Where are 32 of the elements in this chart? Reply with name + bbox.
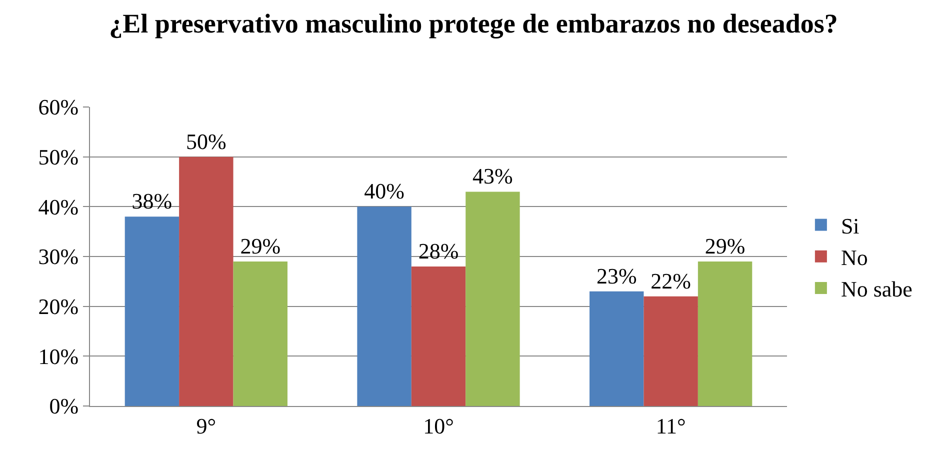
y-tick-label: 50%: [38, 144, 79, 170]
legend-label: No sabe: [840, 276, 912, 302]
bar: [233, 261, 288, 406]
y-tick-label: 20%: [38, 294, 79, 320]
data-label: 28%: [418, 238, 459, 264]
x-tick-label: 11°: [656, 413, 686, 438]
x-tick-label: 10°: [423, 413, 454, 438]
y-tick-label: 30%: [38, 244, 79, 270]
y-tick-label: 10%: [38, 344, 79, 369]
bar: [411, 266, 466, 406]
data-label: 38%: [132, 188, 172, 214]
bar: [698, 261, 752, 406]
bar: [357, 206, 412, 406]
chart-title: ¿El preservativo masculino protege de embarazos no deseados?: [109, 8, 838, 38]
bar: [644, 296, 698, 406]
data-label: 50%: [186, 128, 226, 154]
bar: [466, 192, 520, 406]
legend-label: Si: [840, 213, 860, 238]
data-label: 43%: [472, 164, 513, 189]
bar: [590, 291, 644, 406]
data-label: 29%: [704, 233, 746, 258]
bar: [124, 216, 180, 406]
data-label: 40%: [364, 178, 404, 204]
y-tick-label: 0%: [49, 394, 79, 419]
x-tick-label: 9°: [196, 413, 216, 438]
data-label: 29%: [240, 233, 281, 258]
data-label: 23%: [596, 263, 637, 288]
legend-label: No: [840, 244, 868, 270]
bar: [179, 156, 234, 406]
y-tick-label: 60%: [38, 94, 79, 120]
y-tick-label: 40%: [38, 194, 79, 220]
data-label: 22%: [650, 268, 691, 294]
